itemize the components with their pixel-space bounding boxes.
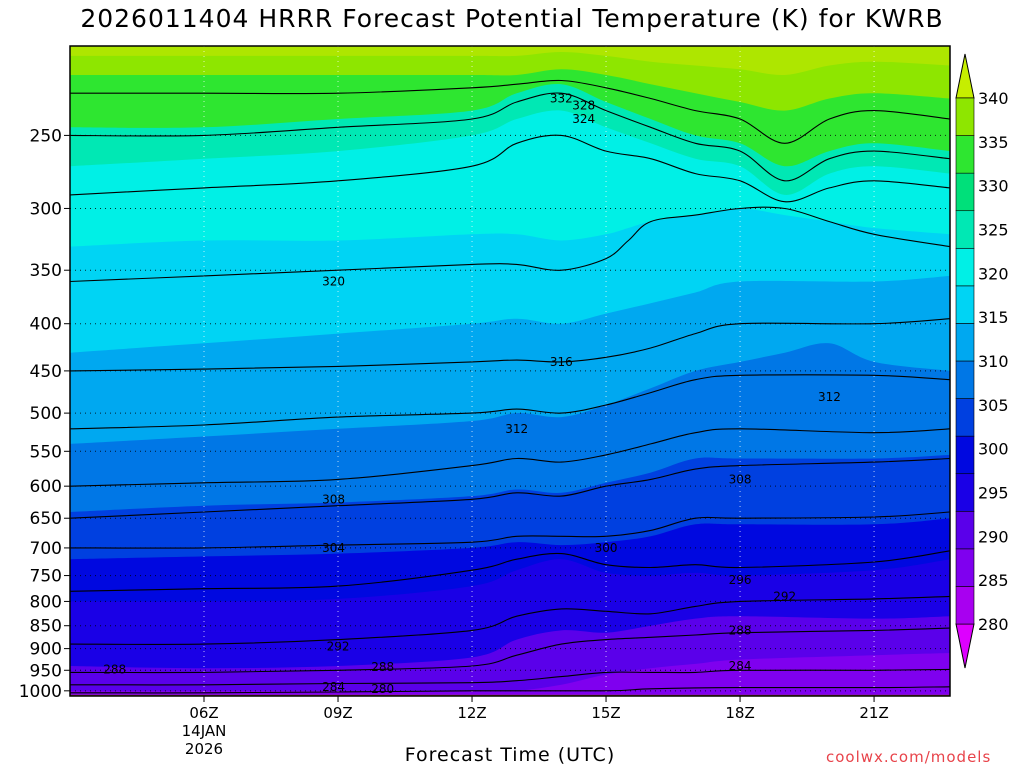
isentrope-312 (70, 374, 950, 430)
colorbar-band-0 (955, 586, 975, 625)
credit-text: coolwx.com/models (826, 748, 992, 766)
colorbar-label-335: 335 (978, 133, 1009, 152)
x-tick-label-15: 15Z (591, 704, 620, 722)
isentrope-324 (70, 134, 950, 203)
isentrope-316 (70, 318, 950, 372)
colorbar-band-9 (955, 247, 975, 287)
isentrope-320 (70, 206, 950, 283)
x-date-line1: 14JAN (182, 722, 227, 740)
colorbar-label-305: 305 (978, 396, 1009, 415)
colorbar-label-310: 310 (978, 352, 1009, 371)
isentrope-332 (70, 79, 950, 144)
colorbar-label-320: 320 (978, 264, 1009, 283)
y-tick-label-550: 550 (30, 442, 62, 462)
isentrope-296 (70, 550, 950, 592)
colorbar-band-3 (955, 473, 975, 512)
colorbar-label-330: 330 (978, 177, 1009, 196)
colorbar-band-5 (955, 398, 975, 437)
contour-label-7: 308 (322, 492, 345, 506)
y-tick-label-900: 900 (30, 640, 62, 660)
y-tick-label-350: 350 (30, 261, 62, 281)
colorbar-label-290: 290 (978, 527, 1009, 546)
contour-label-19: 280 (371, 682, 394, 696)
contour-label-8: 308 (729, 472, 752, 486)
colorbar-band-4 (955, 435, 975, 475)
isentrope-288 (70, 627, 950, 674)
isentrope-308 (70, 428, 950, 487)
colorbar-band-11 (955, 172, 975, 212)
pressure-axis: 250 300 350 400 450 500 550 600 650 700 750 800 850 9… (19, 126, 70, 702)
y-tick-label-300: 300 (30, 199, 62, 219)
contour-label-17: 284 (322, 680, 345, 694)
contour-label-16: 288 (729, 623, 752, 637)
colorbar-label-340: 340 (978, 89, 1009, 108)
colorbar-band-2 (955, 510, 975, 550)
y-tick-label-1000: 1000 (19, 682, 62, 702)
y-tick-label-600: 600 (30, 477, 62, 497)
contour-label-11: 296 (729, 573, 752, 587)
colorbar-label-325: 325 (978, 221, 1009, 240)
y-tick-label-500: 500 (30, 404, 62, 424)
isentrope-284 (70, 668, 950, 686)
contour-label-2: 324 (572, 112, 595, 126)
contour-label-0: 332 (550, 91, 573, 105)
colorbar-label-300: 300 (978, 440, 1009, 459)
isentrope-304 (70, 457, 950, 519)
x-tick-label-21: 21Z (859, 704, 888, 722)
x-axis-label: Forecast Time (UTC) (404, 744, 616, 766)
isentrope-280 (70, 686, 950, 694)
colorbar-low-arrow (955, 623, 975, 669)
contour-label-18: 284 (729, 659, 752, 673)
colorbar-label-295: 295 (978, 484, 1009, 503)
y-tick-label-800: 800 (30, 592, 62, 612)
x-tick-label-12: 12Z (457, 704, 486, 722)
y-tick-label-250: 250 (30, 126, 62, 146)
isentropes (70, 79, 950, 694)
contour-label-5: 312 (505, 422, 528, 436)
x-tick-label-18: 18Z (725, 704, 754, 722)
contour-label-4: 316 (550, 355, 573, 369)
colorbar-high-arrow (955, 53, 975, 99)
colorbar: 280 285 290 295 300 305 310 315 320 325 330 335 340 (955, 53, 1009, 669)
colorbar-band-10 (955, 210, 975, 249)
isentrope-300 (70, 511, 950, 549)
contour-label-9: 304 (322, 541, 345, 555)
colorbar-label-315: 315 (978, 308, 1009, 327)
contour-label-15: 288 (371, 660, 394, 674)
y-tick-label-700: 700 (30, 539, 62, 559)
colorbar-label-285: 285 (978, 571, 1009, 590)
colorbar-band-13 (955, 97, 975, 136)
isentrope-328 (70, 92, 950, 182)
colorbar-band-1 (955, 548, 975, 587)
chart-title: 2026011404 HRRR Forecast Potential Tempe… (80, 4, 944, 33)
x-tick-label-6: 06Z (189, 704, 218, 722)
x-tick-label-9: 09Z (323, 704, 352, 722)
y-tick-label-850: 850 (30, 617, 62, 637)
y-tick-label-650: 650 (30, 509, 62, 529)
contour-label-1: 328 (572, 98, 595, 112)
contour-label-10: 300 (595, 541, 618, 555)
y-tick-label-950: 950 (30, 661, 62, 681)
y-tick-label-400: 400 (30, 315, 62, 335)
x-date-line2: 2026 (185, 740, 223, 758)
colorbar-label-280: 280 (978, 615, 1009, 634)
contour-label-12: 292 (327, 639, 350, 653)
y-tick-label-750: 750 (30, 567, 62, 587)
contour-label-3: 320 (322, 274, 345, 288)
y-tick-label-450: 450 (30, 362, 62, 382)
colorbar-band-8 (955, 285, 975, 324)
fill-layer-285 (70, 653, 950, 696)
contour-label-6: 312 (818, 390, 841, 404)
contour-label-13: 292 (773, 589, 796, 603)
colorbar-band-12 (955, 135, 975, 174)
colorbar-band-7 (955, 323, 975, 362)
isentrope-292 (70, 595, 950, 646)
contour-label-14: 288 (103, 662, 126, 676)
colorbar-band-6 (955, 360, 975, 399)
